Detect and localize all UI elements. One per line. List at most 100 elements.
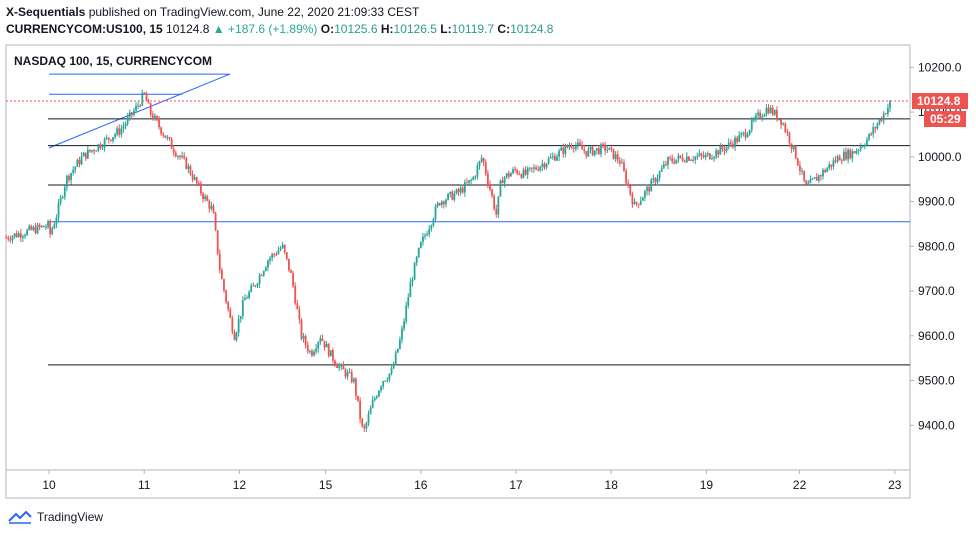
candle-down (109, 139, 112, 141)
chart-header: X-Sequentials published on TradingView.c… (6, 4, 553, 38)
candle-down (202, 193, 204, 200)
candle-up (757, 112, 759, 116)
candle-up (752, 119, 755, 121)
candle-up (711, 158, 713, 160)
candle-down (49, 221, 52, 235)
candle-down (38, 224, 41, 227)
candle-down (535, 167, 537, 170)
candle-down (118, 128, 121, 135)
candle-up (499, 180, 502, 197)
candle-up (748, 130, 751, 135)
candle-up (399, 339, 401, 349)
candle-up (248, 291, 251, 298)
candle-down (170, 138, 173, 149)
candle-down (692, 159, 695, 161)
candle-down (635, 202, 638, 204)
candle-down (581, 145, 584, 150)
candle-down (702, 155, 705, 158)
candle-down (604, 144, 607, 151)
candle-down (15, 233, 18, 238)
candle-up (405, 305, 408, 322)
candle-up (851, 151, 854, 159)
price-tick-label: 9700.0 (918, 284, 955, 298)
candle-up (792, 145, 795, 150)
symbol-label: CURRENCYCOM:US100, 15 (6, 22, 163, 36)
time-tick-label: 11 (138, 478, 151, 492)
candle-up (422, 236, 424, 243)
candle-up (549, 157, 552, 159)
candle-down (195, 177, 198, 184)
candle-up (204, 196, 207, 200)
candle-up (480, 158, 483, 162)
candle-up (497, 196, 500, 215)
ohlc-line: CURRENCYCOM:US100, 15 10124.8 ▲ +187.6 (… (6, 21, 553, 38)
candle-up (476, 165, 479, 177)
candle-up (409, 282, 412, 298)
candle-down (612, 148, 615, 159)
candle-up (822, 170, 824, 177)
candle-down (298, 309, 301, 320)
candle-down (585, 151, 588, 157)
countdown-badge (924, 111, 966, 128)
candle-up (396, 348, 399, 353)
candle-up (690, 159, 692, 161)
candle-down (815, 177, 818, 181)
candle-up (558, 150, 560, 157)
price-tick-label: 9500.0 (918, 374, 955, 388)
candle-up (801, 170, 803, 172)
candle-down (30, 226, 33, 230)
candle-up (237, 319, 240, 333)
candle-down (805, 180, 808, 185)
candle-down (664, 164, 667, 166)
candle-down (160, 127, 163, 134)
candle-up (55, 217, 58, 225)
candle-up (262, 271, 265, 276)
time-tick-label: 17 (509, 478, 523, 492)
candle-up (866, 139, 868, 146)
candle-up (472, 177, 475, 180)
candle-up (773, 110, 776, 115)
candle-up (308, 351, 311, 353)
candle-up (621, 162, 623, 164)
candle-up (836, 156, 839, 162)
author-name[interactable]: X-Sequentials (6, 5, 86, 19)
candle-down (824, 170, 826, 172)
candle-down (516, 170, 519, 174)
candle-down (350, 372, 353, 382)
candle-down (84, 152, 87, 159)
candle-up (112, 137, 114, 141)
candle-down (323, 340, 326, 348)
candle-up (719, 145, 722, 155)
candle-down (683, 160, 686, 163)
time-tick-label: 22 (793, 478, 807, 492)
candle-down (304, 336, 307, 345)
candle-up (279, 247, 282, 251)
tradingview-brand[interactable]: TradingView (37, 510, 104, 524)
candle-down (874, 127, 877, 129)
candle-up (281, 244, 284, 248)
candle-up (315, 348, 318, 352)
candle-down (819, 175, 822, 177)
candle-down (7, 237, 10, 240)
candle-up (826, 168, 829, 172)
candle-up (250, 285, 253, 292)
candle-down (673, 161, 676, 164)
candle-up (411, 279, 414, 283)
candle-down (796, 158, 799, 166)
candle-down (99, 144, 102, 148)
candle-down (849, 149, 852, 159)
close-label: C: (497, 22, 511, 36)
candle-up (859, 146, 862, 150)
candle-up (252, 285, 255, 287)
candle-up (36, 224, 39, 234)
candle-down (233, 332, 236, 340)
candle-up (447, 193, 449, 200)
candle-up (646, 187, 648, 192)
candle-up (17, 233, 20, 238)
candle-up (811, 178, 814, 180)
candle-up (547, 158, 550, 164)
candle-up (644, 191, 646, 198)
candle-down (616, 154, 619, 161)
candle-up (122, 126, 125, 129)
